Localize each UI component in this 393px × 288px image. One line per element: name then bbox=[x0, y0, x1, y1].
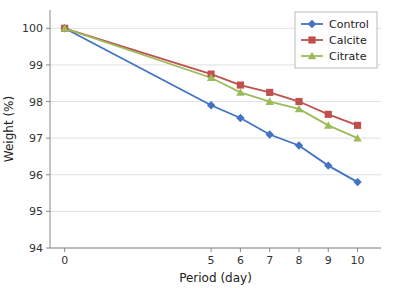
series-marker bbox=[237, 81, 244, 88]
series-marker bbox=[325, 111, 332, 118]
series-marker bbox=[265, 97, 273, 105]
x-tick-label: 0 bbox=[61, 254, 68, 267]
series-marker bbox=[353, 178, 361, 186]
series-marker bbox=[295, 98, 302, 105]
series-marker bbox=[324, 161, 332, 169]
chart: 94 95 96 97 98 99 100 0 5 6 7 8 9 10 Period (day) Weigh… bbox=[0, 0, 393, 288]
series-marker bbox=[236, 88, 244, 96]
series-marker bbox=[266, 89, 273, 96]
legend-swatch-marker bbox=[308, 52, 316, 60]
x-tick-label: 5 bbox=[208, 254, 215, 267]
y-tick bbox=[46, 248, 50, 249]
series-marker bbox=[295, 105, 303, 113]
series-marker bbox=[60, 24, 68, 32]
series-marker bbox=[61, 25, 68, 32]
y-tick-label: 94 bbox=[29, 242, 43, 255]
axes: 94 95 96 97 98 99 100 0 5 6 7 8 9 10 bbox=[22, 10, 381, 267]
x-tick-label: 7 bbox=[266, 254, 273, 267]
legend-label: Control bbox=[329, 18, 369, 31]
x-tick bbox=[240, 248, 241, 252]
y-grid-line bbox=[50, 101, 381, 102]
legend-label: Calcite bbox=[329, 34, 367, 47]
x-tick-label: 8 bbox=[295, 254, 302, 267]
legend-label: Citrate bbox=[329, 50, 367, 63]
y-grid-line bbox=[50, 248, 381, 249]
series-marker bbox=[354, 122, 361, 129]
series-marker bbox=[60, 24, 68, 32]
x-tick bbox=[328, 248, 329, 252]
x-tick bbox=[298, 248, 299, 252]
x-tick-label: 9 bbox=[325, 254, 332, 267]
y-axis-label: Weight (%) bbox=[2, 96, 16, 162]
y-tick-label: 95 bbox=[29, 205, 43, 218]
legend-swatch-marker bbox=[308, 20, 316, 28]
y-tick-label: 98 bbox=[29, 96, 43, 109]
x-tick bbox=[357, 248, 358, 252]
y-tick bbox=[46, 174, 50, 175]
series-marker bbox=[353, 134, 361, 142]
x-tick bbox=[211, 248, 212, 252]
y-tick bbox=[46, 64, 50, 65]
series-marker bbox=[324, 121, 332, 129]
y-tick-label: 99 bbox=[29, 59, 43, 72]
x-axis-label: Period (day) bbox=[179, 271, 252, 285]
y-tick bbox=[46, 28, 50, 29]
y-tick-label: 97 bbox=[29, 132, 43, 145]
legend: Control Calcite Citrate bbox=[295, 12, 377, 68]
y-tick bbox=[46, 138, 50, 139]
series-marker bbox=[236, 114, 244, 122]
series-marker bbox=[207, 74, 215, 82]
legend-box bbox=[295, 12, 377, 68]
x-axis-line bbox=[50, 248, 381, 249]
series-marker bbox=[207, 101, 215, 109]
series-marker bbox=[265, 130, 273, 138]
y-tick bbox=[46, 211, 50, 212]
y-axis-line bbox=[50, 10, 51, 248]
y-grid-line bbox=[50, 138, 381, 139]
y-tick bbox=[46, 101, 50, 102]
legend-swatch-marker bbox=[308, 36, 315, 43]
y-tick-label: 96 bbox=[29, 169, 43, 182]
series-marker bbox=[295, 141, 303, 149]
y-tick-label: 100 bbox=[22, 22, 43, 35]
x-tick-label: 10 bbox=[351, 254, 365, 267]
x-tick-label: 6 bbox=[237, 254, 244, 267]
y-grid-line bbox=[50, 211, 381, 212]
y-grid-line bbox=[50, 174, 381, 175]
x-tick bbox=[269, 248, 270, 252]
x-tick bbox=[64, 248, 65, 252]
